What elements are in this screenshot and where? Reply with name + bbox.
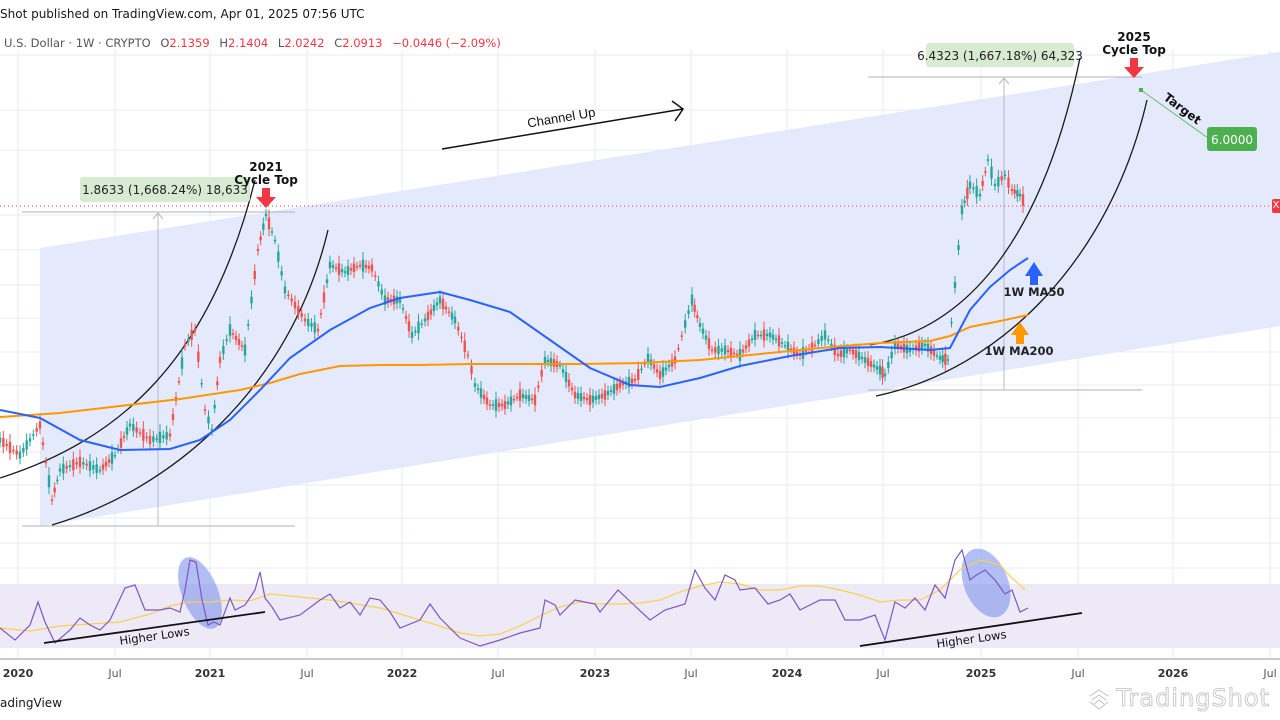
symbol-name[interactable]: U.S. Dollar xyxy=(4,36,65,50)
svg-text:Cycle Top: Cycle Top xyxy=(234,173,298,187)
footer-brand: adingView xyxy=(0,696,63,710)
watermark-logo-icon xyxy=(1090,689,1109,710)
price-chart[interactable]: Channel Up 1.8633 (1,668.24%) 18,633 202… xyxy=(0,0,1280,658)
svg-text:Cycle Top: Cycle Top xyxy=(1102,43,1166,57)
time-tick: 2022 xyxy=(386,667,418,680)
ohlc-legend: U.S. Dollar · 1W · CRYPTO O2.1359 H2.140… xyxy=(4,36,501,50)
high-value: 2.1404 xyxy=(227,36,269,50)
high-label: H xyxy=(219,36,228,50)
rsi-ma-line xyxy=(0,559,1026,637)
current-price-tag: X xyxy=(1272,199,1280,213)
up-arrow-icon xyxy=(1030,276,1038,285)
measure-2021 xyxy=(22,211,295,527)
tradingshot-watermark: TradingShot xyxy=(1088,684,1270,712)
interval[interactable]: 1W xyxy=(75,36,95,50)
svg-text:6.4323 (1,667.18%) 64,323: 6.4323 (1,667.18%) 64,323 xyxy=(917,49,1083,63)
rsi-line xyxy=(0,548,1029,647)
open-value: 2.1359 xyxy=(169,36,210,50)
ma50-line xyxy=(0,257,1029,452)
down-arrow-icon xyxy=(1124,58,1144,78)
close-label: C xyxy=(334,36,343,50)
exchange: CRYPTO xyxy=(105,36,151,50)
channel-up-band xyxy=(40,52,1280,526)
svg-text:6.0000: 6.0000 xyxy=(1211,133,1253,147)
down-arrow-icon xyxy=(256,188,276,208)
time-tick: Jul xyxy=(300,667,314,680)
up-arrow-icon xyxy=(1016,335,1024,344)
low-value: 2.0242 xyxy=(284,36,325,50)
open-label: O xyxy=(160,36,170,50)
change-value: −0.0446 (−2.09%) xyxy=(392,36,501,50)
channel-up-arrow: Channel Up xyxy=(441,100,685,150)
measure-2025 xyxy=(868,76,1142,391)
close-value: 2.0913 xyxy=(342,36,383,50)
ma200-annotation: 1W MA200 xyxy=(984,322,1054,358)
svg-text:1W MA200: 1W MA200 xyxy=(984,344,1053,358)
rsi-pane: Higher Lows Higher Lows xyxy=(0,548,1280,651)
time-tick: Jul xyxy=(1263,667,1277,680)
time-tick: Jul xyxy=(491,667,505,680)
time-tick: Jul xyxy=(1071,667,1085,680)
svg-text:2021: 2021 xyxy=(249,160,282,174)
ma50-annotation: 1W MA50 xyxy=(1003,262,1065,299)
time-tick: Jul xyxy=(876,667,890,680)
low-label: L xyxy=(277,36,285,50)
time-tick: 2026 xyxy=(1157,667,1189,680)
time-tick: Jul xyxy=(108,667,122,680)
time-tick: 2020 xyxy=(2,667,34,680)
svg-text:1.8633 (1,668.24%) 18,633: 1.8633 (1,668.24%) 18,633 xyxy=(82,183,248,197)
svg-text:Channel Up: Channel Up xyxy=(526,104,596,130)
time-tick: 2024 xyxy=(771,667,803,680)
svg-text:2025: 2025 xyxy=(1117,30,1150,44)
watermark-text: TradingShot xyxy=(1116,684,1270,713)
parabolic-curves xyxy=(0,57,1148,526)
time-axis[interactable]: 2020 Jul 2021 Jul 2022 Jul 2023 Jul 2024 Jul 2025 J… xyxy=(0,658,1280,686)
svg-text:1W MA50: 1W MA50 xyxy=(1003,285,1064,299)
time-tick: Jul xyxy=(684,667,698,680)
publish-caption: Shot published on TradingView.com, Apr 0… xyxy=(0,7,365,21)
time-tick: 2023 xyxy=(579,667,611,680)
cycle-top-2025: 6.4323 (1,667.18%) 64,323 2025 Cycle Top xyxy=(917,30,1166,78)
time-tick: 2025 xyxy=(965,667,997,680)
time-tick: 2021 xyxy=(194,667,226,680)
ma200-line xyxy=(0,314,1029,418)
cycle-top-2021: 1.8633 (1,668.24%) 18,633 2021 Cycle Top xyxy=(80,160,298,208)
